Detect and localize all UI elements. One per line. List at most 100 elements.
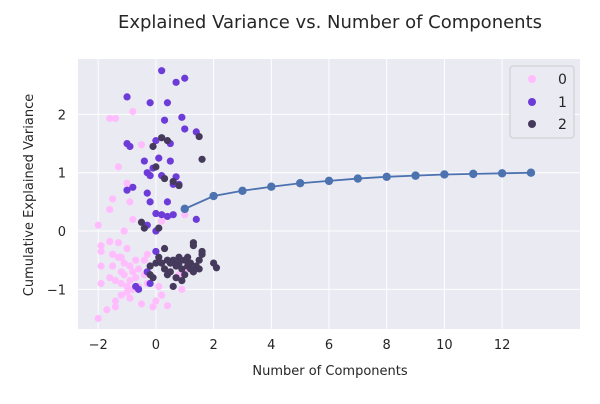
scatter-point-class-1 — [181, 74, 189, 82]
scatter-point-class-0 — [129, 107, 137, 116]
scatter-point-class-1 — [192, 215, 200, 223]
scatter-point-class-0 — [163, 302, 172, 310]
scatter-point-class-0 — [149, 303, 157, 311]
legend-marker-0 — [528, 75, 536, 83]
scatter-point-class-0 — [120, 271, 128, 279]
x-tick-label: 6 — [325, 338, 333, 353]
y-axis-label: Cumulative Explained Variance — [22, 94, 37, 296]
variance-line-marker — [353, 174, 363, 183]
scatter-point-class-0 — [123, 288, 131, 296]
scatter-point-class-1 — [169, 211, 177, 219]
legend-marker-1 — [528, 98, 536, 106]
scatter-point-class-1 — [129, 183, 137, 191]
scatter-point-class-1 — [152, 247, 160, 256]
x-tick-label: 12 — [494, 338, 511, 353]
scatter-point-class-1 — [143, 189, 151, 197]
scatter-point-class-1 — [158, 211, 166, 219]
scatter-point-class-0 — [123, 282, 131, 291]
variance-line-marker — [209, 191, 218, 201]
scatter-point-class-0 — [111, 114, 120, 123]
variance-line-marker — [440, 170, 449, 179]
scatter-point-class-0 — [109, 195, 117, 203]
scatter-point-class-0 — [132, 274, 140, 282]
scatter-point-class-0 — [114, 253, 122, 261]
scatter-point-class-0 — [132, 256, 140, 264]
scatter-point-class-1 — [146, 172, 154, 180]
chart-title: Explained Variance vs. Number of Compone… — [118, 12, 542, 33]
scatter-point-class-0 — [114, 163, 122, 171]
scatter-point-class-0 — [123, 244, 131, 253]
scatter-point-class-0 — [97, 247, 105, 256]
scatter-point-class-0 — [143, 250, 151, 258]
scatter-point-class-0 — [134, 265, 143, 273]
y-axis-ticks: −1 0 1 2 — [47, 108, 66, 298]
variance-line-marker — [180, 204, 189, 214]
scatter-point-class-2 — [195, 132, 203, 141]
scatter-point-class-1 — [178, 113, 186, 121]
scatter-point-class-0 — [120, 227, 128, 235]
scatter-point-class-0 — [178, 285, 186, 293]
scatter-point-class-0 — [152, 297, 160, 305]
variance-line-marker — [497, 169, 507, 178]
scatter-point-class-0 — [155, 282, 163, 291]
y-tick-label: −1 — [47, 283, 66, 298]
scatter-point-class-0 — [114, 239, 122, 247]
scatter-point-class-0 — [94, 221, 102, 229]
scatter-point-class-2 — [169, 282, 177, 291]
scatter-point-class-2 — [178, 265, 186, 273]
scatter-point-class-1 — [146, 279, 154, 288]
scatter-point-class-0 — [103, 306, 111, 314]
variance-line-marker — [324, 176, 334, 186]
legend-label-0: 0 — [558, 72, 567, 88]
scatter-point-class-0 — [111, 297, 120, 305]
scatter-point-class-1 — [155, 154, 163, 162]
scatter-point-class-0 — [123, 179, 131, 187]
scatter-point-class-2 — [169, 256, 177, 264]
scatter-point-class-1 — [123, 93, 131, 101]
variance-line-marker — [382, 172, 391, 181]
legend-marker-2 — [528, 120, 536, 128]
scatter-point-class-1 — [152, 209, 160, 218]
scatter-point-class-0 — [126, 276, 134, 285]
scatter-point-class-1 — [146, 99, 154, 107]
scatter-point-class-1 — [163, 212, 172, 221]
scatter-point-class-2 — [155, 224, 163, 232]
scatter-point-class-0 — [117, 279, 125, 288]
scatter-point-class-0 — [111, 303, 120, 311]
scatter-point-class-0 — [120, 259, 128, 267]
y-tick-label: 2 — [58, 108, 66, 123]
scatter-point-class-1 — [126, 142, 134, 151]
scatter-point-class-2 — [140, 224, 148, 232]
scatter-point-class-0 — [97, 279, 105, 288]
scatter-point-class-2 — [158, 259, 166, 267]
cumulative-variance-line — [180, 168, 536, 214]
scatter-point-class-2 — [137, 218, 146, 226]
scatter-point-class-2 — [184, 253, 192, 261]
variance-line-marker — [411, 171, 420, 180]
scatter-point-class-2 — [149, 142, 157, 151]
scatter-point-class-2 — [163, 271, 172, 279]
y-tick-label: 1 — [58, 167, 66, 182]
scatter-point-class-1 — [172, 78, 180, 86]
scatter-point-class-0 — [117, 291, 125, 299]
scatter-point-class-2 — [172, 274, 180, 282]
legend-label-1: 1 — [558, 95, 567, 111]
scatter-point-class-0 — [94, 314, 102, 323]
scatter-point-class-2 — [163, 137, 172, 145]
scatter-point-class-1 — [140, 157, 148, 165]
scatter-point-class-1 — [163, 99, 172, 107]
scatter-point-class-2 — [155, 253, 163, 261]
scatter-point-class-1 — [158, 67, 166, 75]
scatter-point-class-1 — [163, 198, 172, 206]
scatter-point-class-2 — [152, 163, 160, 171]
scatter-point-class-2 — [198, 155, 206, 163]
scatter-point-class-0 — [129, 268, 137, 276]
scatter-point-class-0 — [158, 291, 166, 299]
scatter-point-class-0 — [181, 211, 189, 219]
scatter-point-class-0 — [97, 242, 105, 250]
scatter-point-class-2 — [189, 242, 198, 250]
scatter-point-class-2 — [160, 174, 169, 183]
x-tick-label: 10 — [436, 338, 453, 353]
